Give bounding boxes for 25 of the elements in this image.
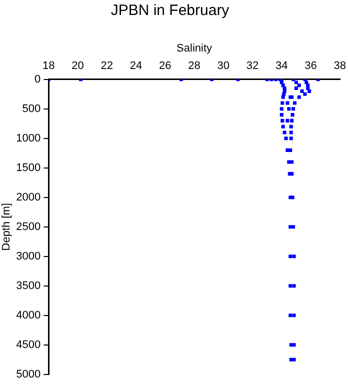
x-tick-label: 38 (334, 60, 346, 72)
x-tick-label: 36 (304, 60, 317, 72)
y-tick-label: 0 (34, 73, 41, 86)
y-tick-label: 4000 (16, 309, 41, 322)
chart-title: JPBN in February (110, 2, 230, 20)
y-tick-label: 3000 (16, 250, 41, 262)
y-tick-label: 2500 (16, 220, 41, 233)
x-tick-label: 22 (100, 60, 114, 72)
x-tick-label: 34 (276, 60, 288, 72)
y-tick-label: 4500 (16, 338, 41, 351)
y-axis-title: Depth [m] (0, 203, 13, 251)
y-tick-label: 5000 (16, 368, 41, 380)
y-tick-label: 2000 (16, 191, 41, 204)
y-tick-label: 1500 (16, 162, 41, 174)
x-tick-label: 24 (130, 60, 142, 72)
x-tick-label: 28 (188, 60, 200, 72)
x-tick-label: 18 (42, 60, 55, 72)
y-tick-label: 500 (22, 102, 41, 115)
x-axis-title: Salinity (176, 42, 212, 55)
x-tick-label: 30 (217, 60, 230, 72)
x-tick-label: 20 (72, 60, 84, 72)
y-tick-label: 3500 (16, 280, 41, 292)
y-tick-label: 1000 (16, 132, 41, 144)
x-tick-label: 26 (159, 60, 172, 72)
x-tick-label: 32 (246, 60, 259, 72)
